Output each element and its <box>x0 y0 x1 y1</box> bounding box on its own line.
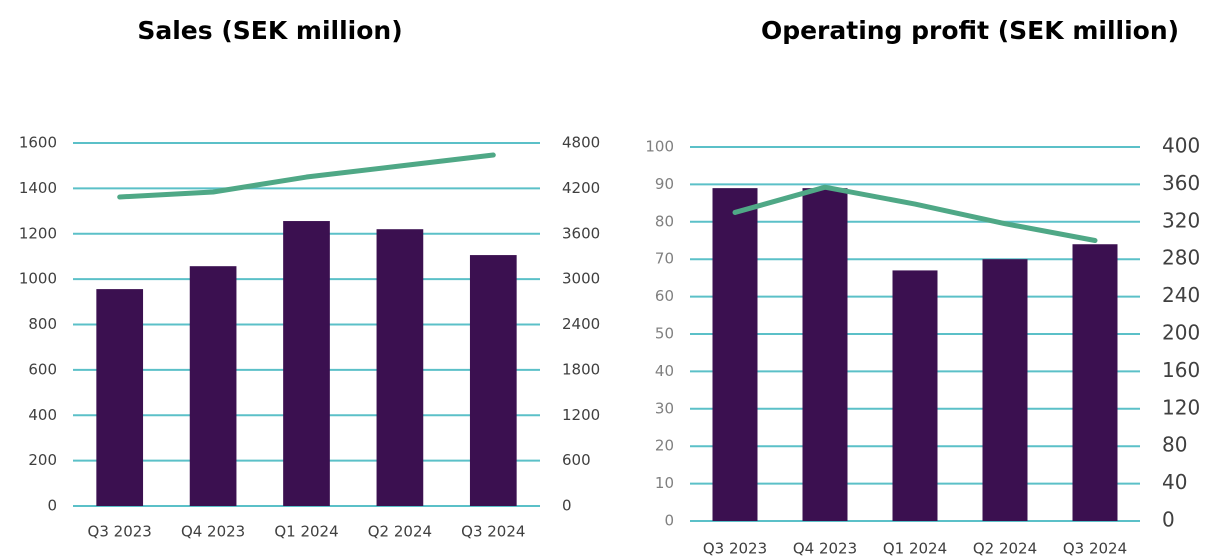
x-tick-label: Q3 2024 <box>461 523 525 541</box>
x-tick-label: Q2 2024 <box>368 523 432 541</box>
chart-title: Sales (SEK million) <box>137 16 402 45</box>
x-tick-label: Q2 2024 <box>973 540 1037 557</box>
bar <box>892 270 938 521</box>
bar <box>1072 244 1118 522</box>
y2-tick-label: 4200 <box>562 179 600 197</box>
x-tick-label: Q1 2024 <box>274 523 338 541</box>
x-tick-label: Q4 2023 <box>181 523 245 541</box>
y2-tick-label: 0 <box>562 497 572 515</box>
y2-tick-label: 80 <box>1162 433 1187 457</box>
y2-tick-label: 0 <box>1162 508 1175 532</box>
x-tick-label: Q3 2023 <box>703 540 767 557</box>
y-tick-label: 1200 <box>19 224 57 242</box>
y-tick-label: 1400 <box>19 179 57 197</box>
y-tick-label: 10 <box>655 474 674 492</box>
y2-tick-label: 400 <box>1162 134 1200 158</box>
y-tick-label: 200 <box>28 451 57 469</box>
chart-title: Operating profit (SEK million) <box>761 16 1179 45</box>
y-tick-label: 1000 <box>19 270 57 288</box>
y-tick-label: 800 <box>28 315 57 333</box>
bar <box>189 266 237 506</box>
y-tick-label: 30 <box>655 399 674 417</box>
y-tick-label: 600 <box>28 360 57 378</box>
y-tick-label: 100 <box>645 138 674 156</box>
y2-tick-label: 600 <box>562 451 591 469</box>
y2-tick-label: 280 <box>1162 246 1200 270</box>
y2-tick-label: 3000 <box>562 270 600 288</box>
y2-tick-label: 40 <box>1162 470 1187 494</box>
y2-tick-label: 1800 <box>562 360 600 378</box>
bar <box>283 221 330 507</box>
bar <box>469 255 517 506</box>
line <box>117 152 496 200</box>
y-tick-label: 40 <box>655 362 674 380</box>
y2-tick-label: 320 <box>1162 208 1200 232</box>
y-tick-label: 20 <box>655 437 674 455</box>
y2-tick-label: 360 <box>1162 171 1200 195</box>
bar <box>982 259 1028 521</box>
bar <box>376 229 424 506</box>
bar <box>96 289 144 506</box>
y-tick-label: 0 <box>664 512 674 530</box>
y-tick-label: 400 <box>28 406 57 424</box>
x-tick-label: Q4 2023 <box>793 540 857 557</box>
line <box>732 184 1098 243</box>
y2-tick-label: 160 <box>1162 358 1200 382</box>
bar <box>802 188 848 521</box>
bar <box>712 188 758 521</box>
y-tick-label: 90 <box>655 175 674 193</box>
y-tick-label: 1600 <box>19 134 57 152</box>
y-tick-label: 0 <box>47 497 57 515</box>
y2-tick-label: 2400 <box>562 315 600 333</box>
y2-tick-label: 240 <box>1162 283 1200 307</box>
y-tick-label: 60 <box>655 287 674 305</box>
y2-tick-label: 4800 <box>562 134 600 152</box>
y-tick-label: 80 <box>655 212 674 230</box>
y-tick-label: 70 <box>655 250 674 268</box>
y2-tick-label: 1200 <box>562 406 600 424</box>
y2-tick-label: 120 <box>1162 395 1200 419</box>
y2-tick-label: 3600 <box>562 224 600 242</box>
y-tick-label: 50 <box>655 325 674 343</box>
x-tick-label: Q1 2024 <box>883 540 947 557</box>
y2-tick-label: 200 <box>1162 321 1200 345</box>
x-tick-label: Q3 2023 <box>88 523 152 541</box>
x-tick-label: Q3 2024 <box>1063 540 1127 557</box>
